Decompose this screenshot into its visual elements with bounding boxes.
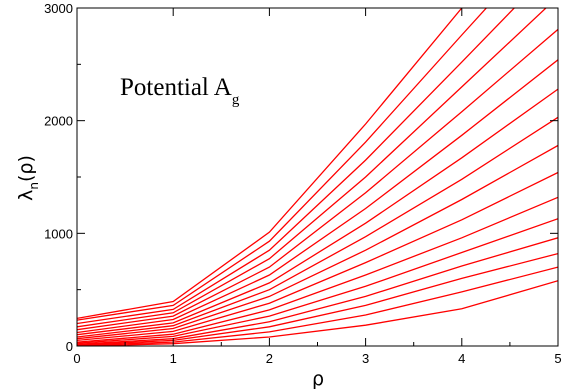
series-line-16 bbox=[77, 8, 463, 320]
series-line-6 bbox=[77, 196, 558, 343]
series-line-15 bbox=[77, 8, 488, 321]
x-axis: 0 1 2 3 4 5 bbox=[73, 8, 562, 366]
series-line-12 bbox=[77, 28, 558, 331]
x-tick-label: 4 bbox=[458, 351, 465, 366]
series-line-5 bbox=[77, 218, 558, 344]
series-line-9 bbox=[77, 116, 558, 338]
y-tick-label: 1000 bbox=[44, 226, 73, 241]
y-axis-title-subscript: n bbox=[27, 182, 41, 190]
series-line-14 bbox=[77, 8, 516, 325]
series-line-3 bbox=[77, 252, 558, 346]
series-layer bbox=[77, 8, 558, 346]
svg-text:λn(ρ): λn(ρ) bbox=[15, 155, 41, 201]
series-line-1 bbox=[77, 280, 558, 346]
series-line-10 bbox=[77, 88, 558, 336]
series-line-4 bbox=[77, 237, 558, 345]
x-tick-label: 2 bbox=[266, 351, 273, 366]
annotation-main: Potential A bbox=[120, 74, 232, 101]
annotation-subscript: g bbox=[232, 92, 240, 108]
series-line-7 bbox=[77, 171, 558, 342]
y-tick-label: 0 bbox=[66, 339, 73, 354]
y-tick-label: 3000 bbox=[44, 1, 73, 16]
x-axis-title: ρ bbox=[312, 368, 324, 390]
y-axis-title-suffix: (ρ) bbox=[15, 155, 37, 182]
x-tick-label: 0 bbox=[73, 351, 80, 366]
x-tick-label: 3 bbox=[362, 351, 369, 366]
x-tick-label: 1 bbox=[170, 351, 177, 366]
series-line-13 bbox=[77, 8, 547, 328]
series-line-11 bbox=[77, 59, 558, 334]
y-axis-title-main: λ bbox=[15, 190, 37, 201]
series-line-8 bbox=[77, 144, 558, 340]
plot-frame bbox=[76, 7, 559, 347]
y-axis: 0 1000 2000 3000 bbox=[44, 1, 558, 354]
x-tick-label: 5 bbox=[554, 351, 561, 366]
potential-annotation: Potential Ag bbox=[120, 74, 240, 108]
y-axis-title: λn(ρ) bbox=[15, 155, 41, 201]
series-line-2 bbox=[77, 266, 558, 346]
y-tick-label: 2000 bbox=[44, 114, 73, 129]
